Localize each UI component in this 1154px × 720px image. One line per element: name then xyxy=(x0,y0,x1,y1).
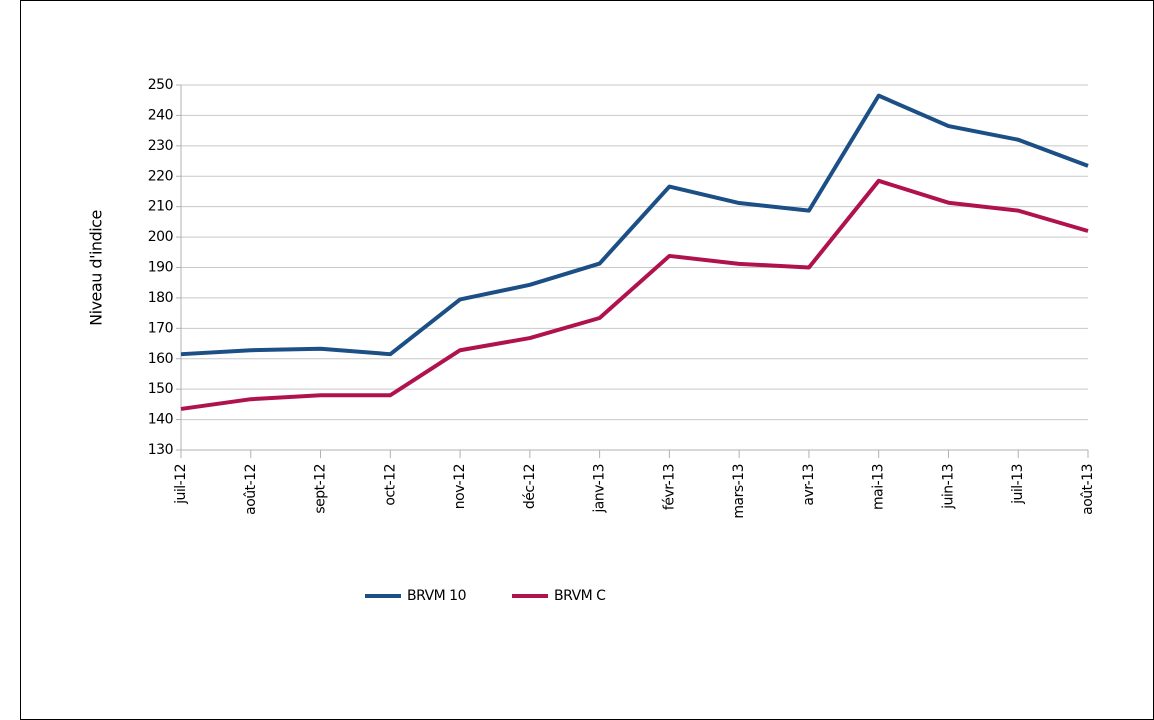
y-tick-label: 240 xyxy=(148,107,173,123)
x-tick-label: déc-12 xyxy=(522,464,538,509)
x-tick-label: mai-13 xyxy=(871,464,887,510)
y-tick-label: 130 xyxy=(148,442,173,458)
y-tick-label: 210 xyxy=(148,199,173,215)
x-tick-label: oct-12 xyxy=(382,464,398,506)
x-tick-label: mars-13 xyxy=(731,464,747,519)
x-tick-label: sept-12 xyxy=(313,464,329,514)
y-tick-label: 220 xyxy=(148,168,173,184)
y-tick-label: 190 xyxy=(148,260,173,276)
y-tick-label: 140 xyxy=(148,412,173,428)
x-tick-label: août-12 xyxy=(243,464,259,515)
x-tick-label: janv-13 xyxy=(592,464,608,514)
x-tick-label: juil-13 xyxy=(1010,464,1026,505)
y-tick-label: 180 xyxy=(148,290,173,306)
y-tick-label: 230 xyxy=(148,138,173,154)
frame xyxy=(20,0,1154,720)
y-tick-label: 150 xyxy=(148,381,173,397)
x-tick-label: août-13 xyxy=(1080,464,1096,515)
x-tick-label: juin-13 xyxy=(940,464,956,510)
line-series xyxy=(180,93,1089,357)
y-tick-label: 170 xyxy=(148,320,173,336)
line-series xyxy=(180,178,1089,411)
y-tick-label: 160 xyxy=(148,351,173,367)
x-tick-label: févr-13 xyxy=(661,464,677,510)
y-tick-label: 250 xyxy=(148,77,173,93)
legend-label: BRVM C xyxy=(554,588,606,604)
x-tick-label: avr-13 xyxy=(801,464,817,506)
y-tick-label: 200 xyxy=(148,229,173,245)
x-tick-label: juil-12 xyxy=(173,464,189,505)
y-axis-label: Niveau d'indice xyxy=(87,210,106,326)
legend-label: BRVM 10 xyxy=(407,588,466,604)
x-tick-label: nov-12 xyxy=(452,464,468,509)
